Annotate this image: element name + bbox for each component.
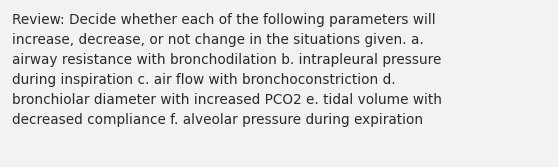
Text: Review: Decide whether each of the following parameters will
increase, decrease,: Review: Decide whether each of the follo… — [12, 13, 442, 127]
